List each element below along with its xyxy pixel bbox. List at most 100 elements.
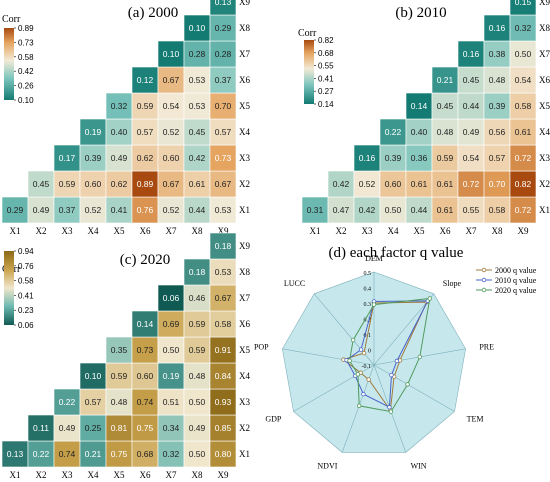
y-tick-label: X2 bbox=[239, 423, 250, 433]
panel-2020: (c) 2020 Corr 0.940.760.580.410.230.06 0… bbox=[1, 232, 250, 480]
radar-point bbox=[389, 372, 394, 378]
cell-value-label: 0.82 bbox=[515, 179, 532, 189]
y-tick-label: X5 bbox=[239, 345, 250, 355]
radar-point bbox=[371, 302, 377, 307]
heatmap-cell bbox=[183, 92, 211, 120]
heatmap-cell bbox=[209, 258, 237, 286]
x-tick-label: X5 bbox=[414, 226, 425, 236]
cell-value-label: 0.22 bbox=[59, 397, 76, 407]
x-tick-label: X7 bbox=[166, 226, 177, 236]
heatmap-cell bbox=[457, 196, 485, 224]
cell-value-label: 0.35 bbox=[111, 345, 128, 355]
colorbar-tick-label: 0.58 bbox=[18, 277, 34, 286]
x-tick-label: X2 bbox=[36, 226, 47, 236]
x-tick-label: X8 bbox=[192, 470, 203, 480]
cell-value-label: 0.67 bbox=[215, 179, 232, 189]
x-tick-label: X3 bbox=[362, 226, 373, 236]
cell-value-label: 0.28 bbox=[215, 49, 232, 59]
cell-value-label: 0.13 bbox=[215, 0, 232, 7]
colorbar-tick-label: 0.41 bbox=[318, 74, 334, 83]
radar-point bbox=[361, 350, 367, 356]
y-tick-label: X3 bbox=[239, 153, 250, 163]
y-tick-label: X3 bbox=[239, 397, 250, 407]
cell-value-label: 0.37 bbox=[59, 205, 76, 215]
radar-point bbox=[405, 382, 410, 387]
cell-value-label: 0.29 bbox=[215, 23, 232, 33]
cell-value-label: 0.38 bbox=[489, 49, 506, 59]
x-tick-label: X2 bbox=[336, 226, 347, 236]
cell-value-label: 0.50 bbox=[385, 205, 402, 215]
cell-value-label: 0.81 bbox=[111, 423, 128, 433]
heatmap-cell bbox=[183, 440, 211, 468]
cell-value-label: 0.60 bbox=[385, 179, 402, 189]
heatmap-cell bbox=[157, 284, 185, 312]
cell-value-label: 0.16 bbox=[489, 23, 506, 33]
panel-title: (b) 2010 bbox=[395, 5, 446, 21]
cell-value-label: 0.70 bbox=[489, 179, 506, 189]
y-tick-label: X9 bbox=[239, 241, 250, 251]
radar-series-line bbox=[349, 297, 431, 413]
colorbar-tick-label: 0.41 bbox=[18, 291, 34, 300]
heatmap-cell bbox=[509, 40, 537, 68]
x-tick-label: X1 bbox=[10, 470, 21, 480]
cell-value-label: 0.61 bbox=[437, 205, 454, 215]
radar-tick-label: 0.4 bbox=[364, 287, 372, 293]
radar-axis-label: POP bbox=[254, 342, 269, 351]
cell-value-label: 0.59 bbox=[137, 101, 154, 111]
colorbar-tick-label: 0.89 bbox=[18, 24, 34, 33]
cell-value-label: 0.45 bbox=[33, 179, 50, 189]
radar-spoke bbox=[373, 293, 435, 366]
colorbar-tick-label: 0.55 bbox=[318, 62, 334, 71]
colorbar bbox=[4, 28, 14, 100]
heatmap-cell bbox=[509, 0, 537, 16]
panel-2010: (b) 2010 Corr 0.82 0.68 0.55 0.41 0.27 0.14 0… bbox=[298, 0, 550, 236]
cell-value-label: 0.18 bbox=[189, 267, 206, 277]
heatmap-cell bbox=[131, 336, 159, 364]
colorbar-ticks: 0.82 0.68 0.55 0.41 0.27 0.14 bbox=[314, 36, 334, 109]
heatmap-cell bbox=[183, 170, 211, 198]
cell-value-label: 0.28 bbox=[189, 49, 206, 59]
radar-axis-label: WIN bbox=[411, 462, 427, 471]
cell-value-label: 0.22 bbox=[33, 449, 50, 459]
radar-axis-label: Slope bbox=[443, 279, 462, 288]
cell-value-label: 0.49 bbox=[59, 423, 76, 433]
colorbar bbox=[4, 251, 14, 325]
heatmap-cell bbox=[157, 414, 185, 442]
x-tick-label: X1 bbox=[10, 226, 21, 236]
heatmap-cell bbox=[209, 0, 237, 16]
heatmap-cell bbox=[509, 170, 537, 198]
y-tick-label: X4 bbox=[239, 127, 250, 137]
y-tick-label: X9 bbox=[539, 0, 550, 7]
cell-value-label: 0.57 bbox=[85, 397, 102, 407]
cell-value-label: 0.70 bbox=[215, 101, 232, 111]
cell-value-label: 0.60 bbox=[163, 153, 180, 163]
cell-value-label: 0.62 bbox=[137, 153, 154, 163]
y-tick-label: X5 bbox=[539, 101, 550, 111]
radar-point bbox=[356, 403, 362, 408]
cell-value-label: 0.59 bbox=[189, 345, 206, 355]
cell-value-label: 0.73 bbox=[137, 345, 154, 355]
colorbar-tick-label: 0.68 bbox=[318, 49, 334, 58]
cell-value-label: 0.76 bbox=[137, 205, 154, 215]
heatmap-cell bbox=[209, 284, 237, 312]
cell-value-label: 0.84 bbox=[215, 371, 232, 381]
heatmap-cell bbox=[353, 196, 381, 224]
colorbar-tick-label: 0.10 bbox=[18, 96, 34, 105]
heatmap-cells: 0.13 0.22 0.74 0.21 0.75 0.68 0.32 0.50 0.80 X1 0.… bbox=[1, 232, 250, 480]
cell-value-label: 0.49 bbox=[111, 153, 128, 163]
colorbar-tick-label: 0.73 bbox=[18, 38, 34, 47]
radar-tick-label: 0.2 bbox=[364, 318, 372, 324]
heatmap-cell bbox=[27, 414, 55, 442]
heatmap-cell bbox=[183, 258, 211, 286]
cell-value-label: 0.49 bbox=[189, 423, 206, 433]
colorbar-tick-label: 0.14 bbox=[318, 100, 334, 109]
heatmap-cell bbox=[209, 118, 237, 146]
heatmap-cell bbox=[431, 196, 459, 224]
heatmap-cell bbox=[157, 362, 185, 390]
heatmap-cell bbox=[53, 170, 81, 198]
x-tick-label: X7 bbox=[166, 470, 177, 480]
legend-marker bbox=[481, 277, 487, 283]
heatmap-cell bbox=[209, 66, 237, 94]
cell-value-label: 0.50 bbox=[515, 49, 532, 59]
cell-value-label: 0.50 bbox=[189, 449, 206, 459]
